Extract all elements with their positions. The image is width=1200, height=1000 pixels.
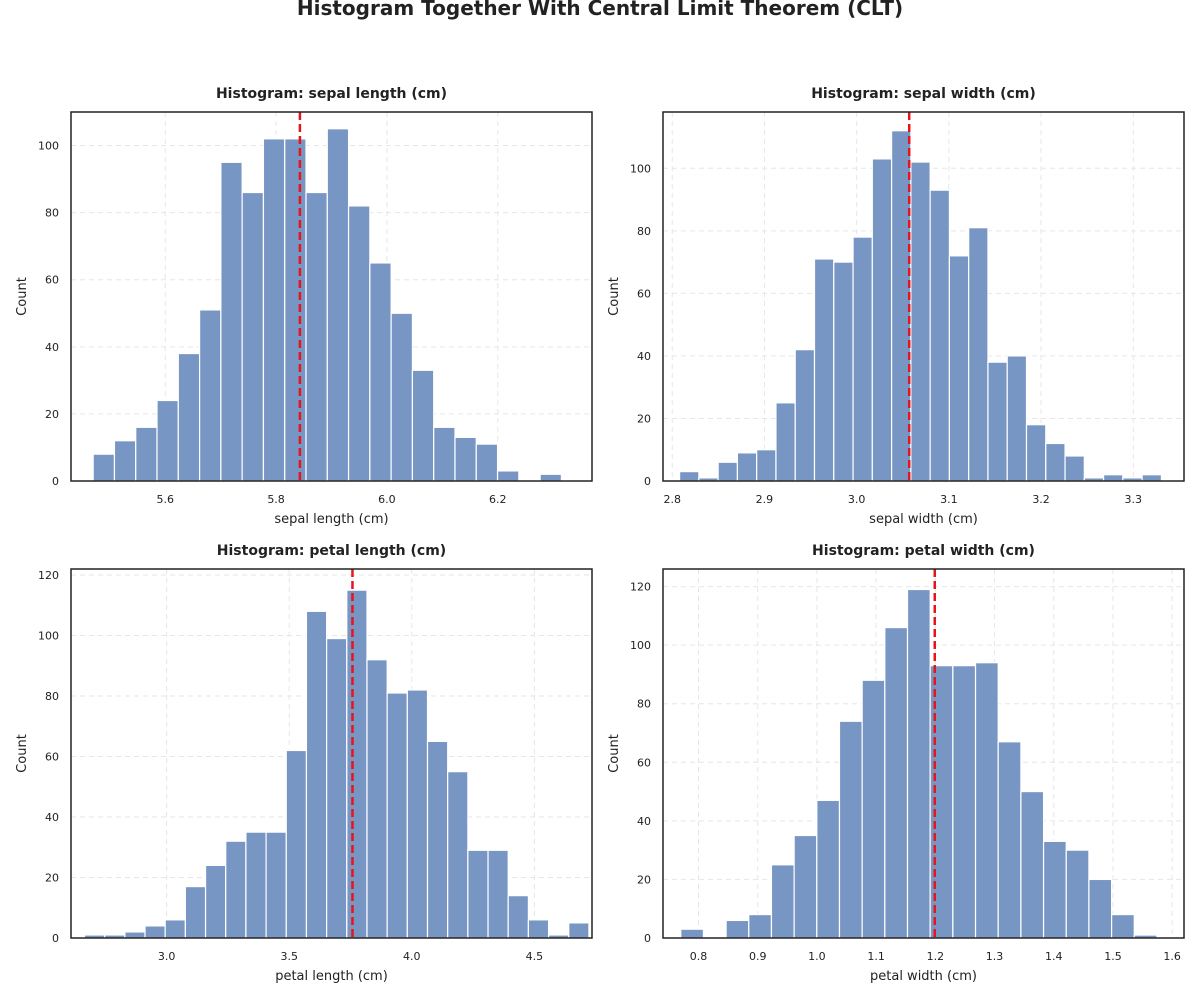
- y-tick-label: 0: [644, 932, 651, 945]
- y-tick-label: 20: [637, 412, 651, 425]
- x-tick-label: 3.0: [848, 493, 866, 506]
- histogram-bar: [861, 679, 886, 939]
- x-tick-label: 1.5: [1104, 950, 1122, 963]
- histogram-bar: [748, 913, 773, 939]
- x-tick-label: 1.1: [867, 950, 885, 963]
- y-axis-label: Count: [607, 734, 622, 773]
- figure-title: Histogram Together With Central Limit Th…: [296, 0, 904, 20]
- y-tick-label: 60: [45, 751, 59, 764]
- histogram-bar: [906, 588, 931, 939]
- y-tick-label: 60: [637, 756, 651, 769]
- subplot-sepal-width: 2.8 2.9 3.0 3.1 3.2 3.3 0 20 40 60 80 100 Histogram:…: [607, 86, 1185, 527]
- histogram-bar: [974, 662, 999, 939]
- subplot-title: Histogram: sepal width (cm): [811, 86, 1036, 102]
- y-tick-label: 80: [45, 690, 59, 703]
- subplot-title: Histogram: petal width (cm): [812, 543, 1035, 559]
- histogram-bar: [1020, 790, 1045, 939]
- histogram-bar: [952, 665, 977, 939]
- x-tick-label: 1.4: [1045, 950, 1063, 963]
- y-tick-label: 120: [630, 581, 651, 594]
- y-tick-label: 20: [637, 873, 651, 886]
- subplot-sepal-length: 5.6 5.8 6.0 6.2 0 20 40 60 80 100 Histogram: sepal…: [15, 86, 593, 527]
- x-tick-label: 1.3: [986, 950, 1004, 963]
- y-axis-label: Count: [607, 277, 622, 316]
- y-tick-label: 80: [637, 225, 651, 238]
- y-tick-label: 40: [45, 341, 59, 354]
- x-tick-label: 3.2: [1032, 493, 1050, 506]
- subplot-title: Histogram: petal length (cm): [217, 543, 446, 559]
- y-axis-label: Count: [15, 734, 30, 773]
- x-tick-label: 1.6: [1163, 950, 1181, 963]
- y-tick-label: 20: [45, 408, 59, 421]
- x-tick-label: 3.5: [280, 950, 298, 963]
- subplot-title: Histogram: sepal length (cm): [216, 86, 447, 102]
- x-tick-label: 6.0: [378, 493, 396, 506]
- histogram-bars: [678, 130, 1163, 482]
- x-tick-label: 3.0: [158, 950, 176, 963]
- y-tick-label: 80: [637, 698, 651, 711]
- x-tick-label: 5.6: [156, 493, 174, 506]
- x-axis-label: sepal width (cm): [869, 512, 978, 527]
- x-tick-label: 0.9: [749, 950, 767, 963]
- y-tick-label: 40: [637, 815, 651, 828]
- y-tick-label: 0: [644, 475, 651, 488]
- x-tick-label: 4.0: [403, 950, 421, 963]
- histogram-bar: [1065, 849, 1090, 939]
- y-tick-label: 40: [45, 811, 59, 824]
- subplot-petal-length: 3.0 3.5 4.0 4.5 0 20 40 60 80 100 120 Histogram: pe…: [15, 543, 593, 984]
- axes-frame: [70, 111, 593, 482]
- y-tick-label: 40: [637, 350, 651, 363]
- histogram-bar: [1042, 840, 1067, 939]
- x-tick-label: 4.5: [526, 950, 544, 963]
- x-tick-label: 3.3: [1125, 493, 1143, 506]
- y-axis-label: Count: [15, 277, 30, 316]
- histogram-bars: [680, 588, 1158, 939]
- x-tick-label: 0.8: [690, 950, 708, 963]
- y-tick-label: 80: [45, 207, 59, 220]
- y-tick-label: 0: [52, 475, 59, 488]
- histogram-bar: [1088, 878, 1113, 939]
- histogram-bar: [793, 834, 818, 939]
- axes-frame: [70, 568, 593, 939]
- x-axis-label: petal width (cm): [870, 969, 977, 984]
- y-tick-label: 100: [630, 162, 651, 175]
- x-tick-label: 3.1: [940, 493, 958, 506]
- y-tick-label: 100: [630, 639, 651, 652]
- histogram-bars: [83, 589, 590, 939]
- x-tick-label: 6.2: [489, 493, 507, 506]
- histogram-bar: [725, 919, 750, 939]
- histogram-bar: [838, 720, 863, 939]
- y-tick-label: 60: [637, 287, 651, 300]
- x-tick-label: 2.8: [663, 493, 681, 506]
- axes-frame: [662, 568, 1185, 939]
- x-axis-label: petal length (cm): [275, 969, 388, 984]
- y-tick-label: 100: [38, 140, 59, 153]
- axes-frame: [662, 111, 1185, 482]
- x-tick-label: 1.2: [927, 950, 945, 963]
- histogram-bar: [1110, 913, 1135, 939]
- y-tick-label: 20: [45, 872, 59, 885]
- histogram-bar: [816, 799, 841, 939]
- y-tick-label: 60: [45, 274, 59, 287]
- y-tick-label: 120: [38, 569, 59, 582]
- y-tick-label: 100: [38, 630, 59, 643]
- histogram-bars: [92, 128, 563, 482]
- x-tick-label: 2.9: [756, 493, 774, 506]
- x-tick-label: 5.8: [267, 493, 285, 506]
- x-tick-label: 1.0: [808, 950, 826, 963]
- histogram-bar: [884, 626, 909, 939]
- y-tick-label: 0: [52, 932, 59, 945]
- histogram-bar: [680, 928, 705, 939]
- x-axis-label: sepal length (cm): [274, 512, 388, 527]
- histogram-bar: [997, 741, 1022, 939]
- histogram-bar: [770, 864, 795, 939]
